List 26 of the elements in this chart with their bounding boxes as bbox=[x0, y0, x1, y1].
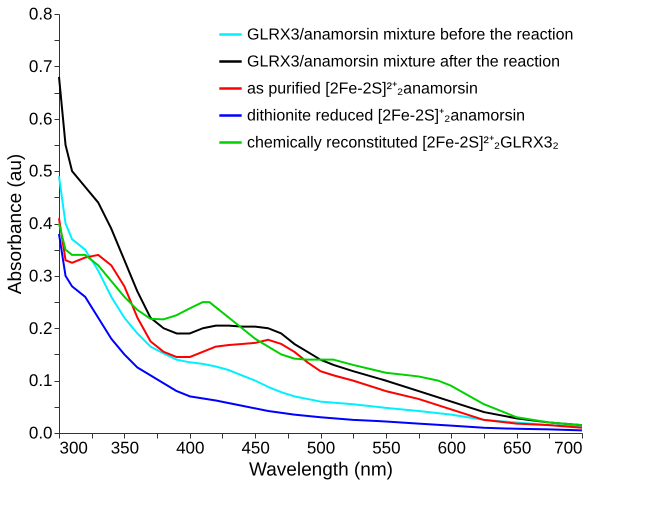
x-tick-label: 600 bbox=[438, 438, 466, 458]
y-tick-label: 0.7 bbox=[28, 56, 52, 76]
y-tick-label: 0.1 bbox=[28, 371, 52, 390]
x-tick-label: 300 bbox=[60, 438, 88, 458]
y-tick-label: 0.2 bbox=[28, 318, 52, 338]
y-tick-label: 0.4 bbox=[28, 214, 52, 233]
x-tick-label: 550 bbox=[372, 438, 401, 458]
y-tick-label: 0.8 bbox=[28, 4, 52, 24]
x-tick-label: 700 bbox=[554, 438, 582, 458]
x-tick-label: 650 bbox=[502, 438, 532, 458]
x-axis-title: Wavelength (nm) bbox=[249, 460, 393, 480]
y-tick-label: 0.5 bbox=[28, 162, 52, 181]
x-tick-label: 450 bbox=[241, 438, 270, 458]
y-axis-title: Absorbance (au) bbox=[4, 154, 26, 294]
legend-label: dithionite reduced [2Fe-2S]⁺₂anamorsin bbox=[247, 108, 526, 124]
x-tick-label: 400 bbox=[176, 438, 204, 458]
legend-label: as purified [2Fe-2S]²⁺₂anamorsin bbox=[247, 80, 478, 98]
y-tick-label: 0.0 bbox=[28, 424, 52, 442]
legend-label: GLRX3/anamorsin mixture before the reaction bbox=[247, 26, 574, 44]
legend-label: GLRX3/anamorsin mixture after the reaction bbox=[247, 54, 560, 70]
legend-label: chemically reconstituted [2Fe-2S]²⁺₂GLRX3₂ bbox=[247, 134, 559, 152]
x-tick-label: 500 bbox=[306, 438, 336, 458]
line-series bbox=[58, 175, 583, 428]
x-tick-label: 350 bbox=[110, 438, 140, 458]
y-tick-label: 0.6 bbox=[28, 109, 52, 128]
y-tick-label: 0.3 bbox=[28, 266, 52, 286]
